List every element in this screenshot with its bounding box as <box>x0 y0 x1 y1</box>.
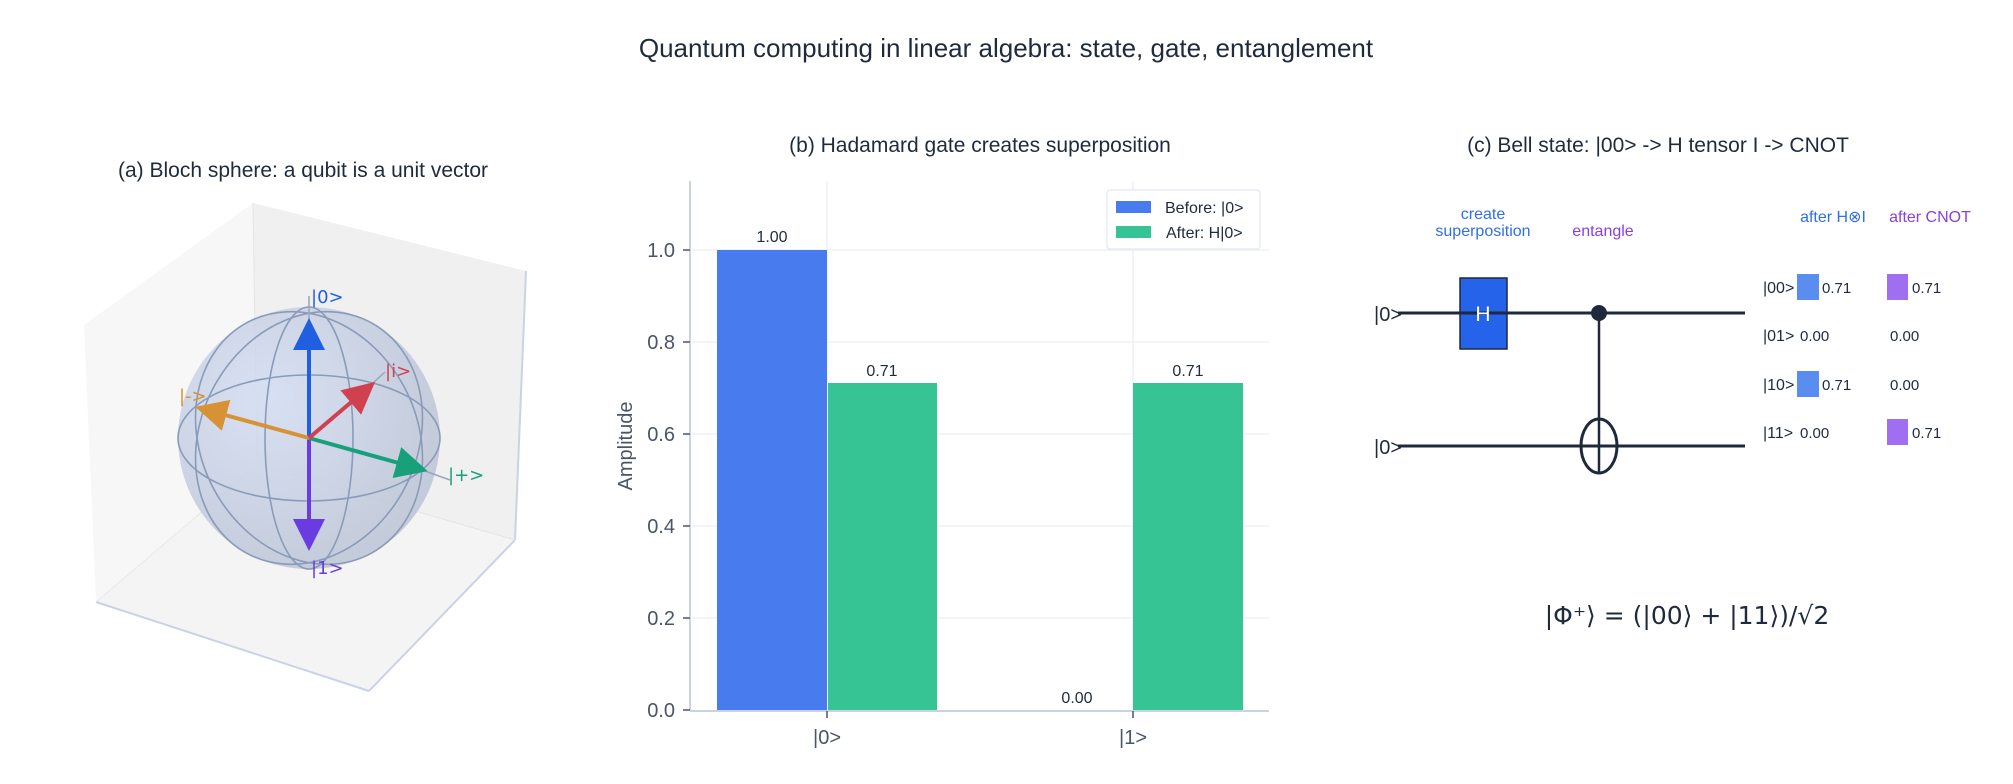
bar-label-after-1: 0.71 <box>1172 363 1203 380</box>
ytick-4: 0.8 <box>647 332 675 354</box>
bar-label-before-1: 0.00 <box>1061 690 1092 707</box>
amp-bar-cnot <box>1887 274 1908 300</box>
vector-i <box>307 381 376 440</box>
row-state: |11> <box>1763 425 1793 442</box>
bar-after-1 <box>1133 383 1243 710</box>
amp-value-cnot: 0.00 <box>1890 328 1919 345</box>
panel-bloch-sphere: (a) Bloch sphere: a qubit is a unit vect… <box>84 159 527 692</box>
label-ket-plus: |+> <box>448 465 484 486</box>
bar-label-after-0: 0.71 <box>866 363 897 380</box>
annot-entangle: entangle <box>1572 223 1633 240</box>
cnot-control-dot <box>1591 305 1607 321</box>
bell-state-formula: |Φ⁺⟩ = (|00⟩ + |11⟩)/√2 <box>1545 601 1829 630</box>
legend-swatch-after <box>1116 226 1151 238</box>
bar-label-before-0: 1.00 <box>756 229 787 246</box>
wire-label-0: |0> <box>1374 304 1402 326</box>
legend-swatch-before <box>1116 201 1151 213</box>
vector-minus <box>195 399 310 440</box>
amp-value-cnot: 0.00 <box>1890 377 1919 394</box>
panel-a-title: (a) Bloch sphere: a qubit is a unit vect… <box>118 159 488 182</box>
amp-value-h: 0.71 <box>1822 377 1851 394</box>
bar-before-0 <box>717 250 827 710</box>
ytick-1: 0.2 <box>647 608 675 630</box>
label-ket-minus: |-> <box>179 386 207 407</box>
label-ket-1: |1> <box>311 558 344 579</box>
amp-bar-cnot <box>1887 419 1908 445</box>
h-gate-label: H <box>1475 303 1490 326</box>
ytick-3: 0.6 <box>647 424 675 446</box>
col-header-after-h: after H⊗I <box>1800 209 1866 226</box>
left-wall <box>84 203 257 602</box>
amp-row: |01> 0.00 0.00 <box>1763 328 1919 345</box>
vector-plus <box>308 436 428 478</box>
legend: Before: |0> After: H|0> <box>1106 189 1261 250</box>
amp-row: |00> 0.71 0.71 <box>1763 274 1941 300</box>
figure-title: Quantum computing in linear algebra: sta… <box>639 33 1374 63</box>
panel-bar-chart: (b) Hadamard gate creates superposition … <box>615 134 1269 749</box>
cnot-target <box>1579 417 1619 475</box>
amp-value-cnot: 0.71 <box>1912 425 1941 442</box>
row-state: |01> <box>1763 328 1794 345</box>
y-axis-label: Amplitude <box>615 402 637 491</box>
amp-row: |10> 0.71 0.00 <box>1763 371 1919 397</box>
amp-value-h: 0.00 <box>1800 425 1829 442</box>
legend-label-after: After: H|0> <box>1166 225 1243 242</box>
row-state: |10> <box>1763 377 1794 394</box>
panel-c-title: (c) Bell state: |00> -> H tensor I -> CN… <box>1467 134 1849 157</box>
floor <box>96 465 515 691</box>
amp-value-h: 0.00 <box>1800 328 1829 345</box>
row-state: |00> <box>1763 280 1794 297</box>
legend-label-before: Before: |0> <box>1165 200 1243 217</box>
annot-superposition: superposition <box>1435 223 1530 240</box>
amp-value-h: 0.71 <box>1822 280 1851 297</box>
xtick-0: |0> <box>813 727 841 749</box>
ytick-5: 1.0 <box>647 240 675 262</box>
amp-row: |11> 0.00 0.71 <box>1763 419 1941 445</box>
amp-value-cnot: 0.71 <box>1912 280 1941 297</box>
annot-create: create <box>1461 206 1506 223</box>
panel-b-title: (b) Hadamard gate creates superposition <box>789 134 1171 157</box>
label-ket-0: |0> <box>311 287 344 308</box>
panel-bell-circuit: (c) Bell state: |00> -> H tensor I -> CN… <box>1374 134 1971 630</box>
ytick-2: 0.4 <box>647 516 675 538</box>
bar-after-0 <box>828 383 937 710</box>
amp-bar-h <box>1797 371 1819 397</box>
xtick-1: |1> <box>1119 727 1147 749</box>
label-ket-i: |i> <box>385 361 411 382</box>
ytick-0: 0.0 <box>647 700 675 722</box>
col-header-after-cnot: after CNOT <box>1889 209 1971 226</box>
wire-label-1: |0> <box>1374 437 1402 459</box>
amp-bar-h <box>1797 274 1819 300</box>
